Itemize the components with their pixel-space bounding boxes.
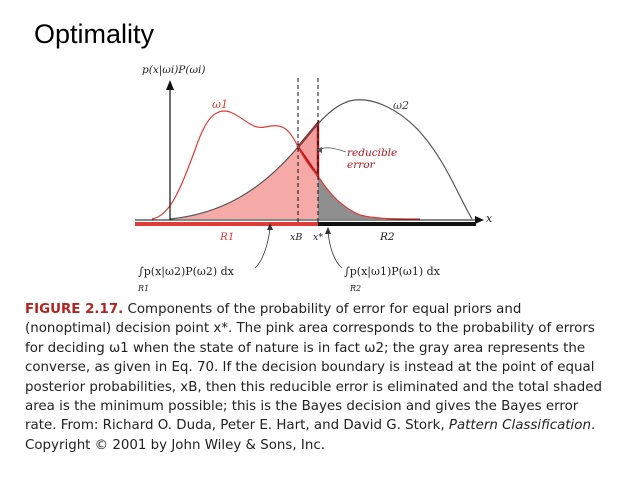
- caption-text: Components of the probability of error f…: [25, 302, 603, 434]
- xstar-label: x*: [313, 232, 323, 243]
- pink-error-area: [170, 123, 318, 219]
- caption-copyright: . Copyright © 2001 by John Wiley & Sons,…: [25, 418, 596, 453]
- caption-book-title: Pattern Classification: [448, 418, 591, 434]
- omega1-curve: [151, 110, 421, 220]
- left-integral-sub: R1: [137, 284, 149, 293]
- xB-label: xB: [290, 232, 302, 243]
- region1-label: R1: [219, 231, 235, 243]
- x-axis-label: x: [486, 212, 493, 225]
- slide-title: Optimality: [34, 19, 155, 49]
- annotation-line1: reducible: [347, 147, 397, 159]
- x-axis-arrow: [475, 216, 484, 224]
- annotation-line2: error: [347, 159, 376, 171]
- gray-error-area: [318, 176, 412, 219]
- right-integral: ∫p(x|ω1)P(ω1) dx: [344, 265, 441, 279]
- left-integral-pointer-head: [267, 223, 273, 230]
- region2-label: R2: [379, 231, 395, 243]
- left-integral-pointer: [254, 227, 271, 269]
- right-integral-sub: R2: [349, 284, 361, 293]
- omega2-curve: [169, 99, 473, 220]
- right-integral-pointer: [327, 231, 343, 269]
- right-integral-pointer-head: [325, 227, 331, 234]
- figure-caption: FIGURE 2.17. Components of the probabili…: [25, 300, 607, 455]
- omega2-label: ω2: [393, 99, 409, 112]
- region2-bar: [318, 222, 476, 226]
- y-axis-label: p(x|ωi)P(ωi): [142, 64, 205, 77]
- region1-bar: [135, 222, 318, 226]
- omega1-label: ω1: [212, 98, 228, 111]
- figure-2-17: p(x|ωi)P(ωi) x ω1 ω2 reducible error xB …: [135, 64, 493, 293]
- annotation-pointer: [317, 147, 347, 153]
- annotation-pointer-head: [316, 147, 322, 153]
- left-integral: ∫p(x|ω2)P(ω2) dx: [138, 265, 235, 279]
- caption-label: FIGURE 2.17.: [25, 302, 124, 317]
- y-axis-arrow: [166, 80, 174, 90]
